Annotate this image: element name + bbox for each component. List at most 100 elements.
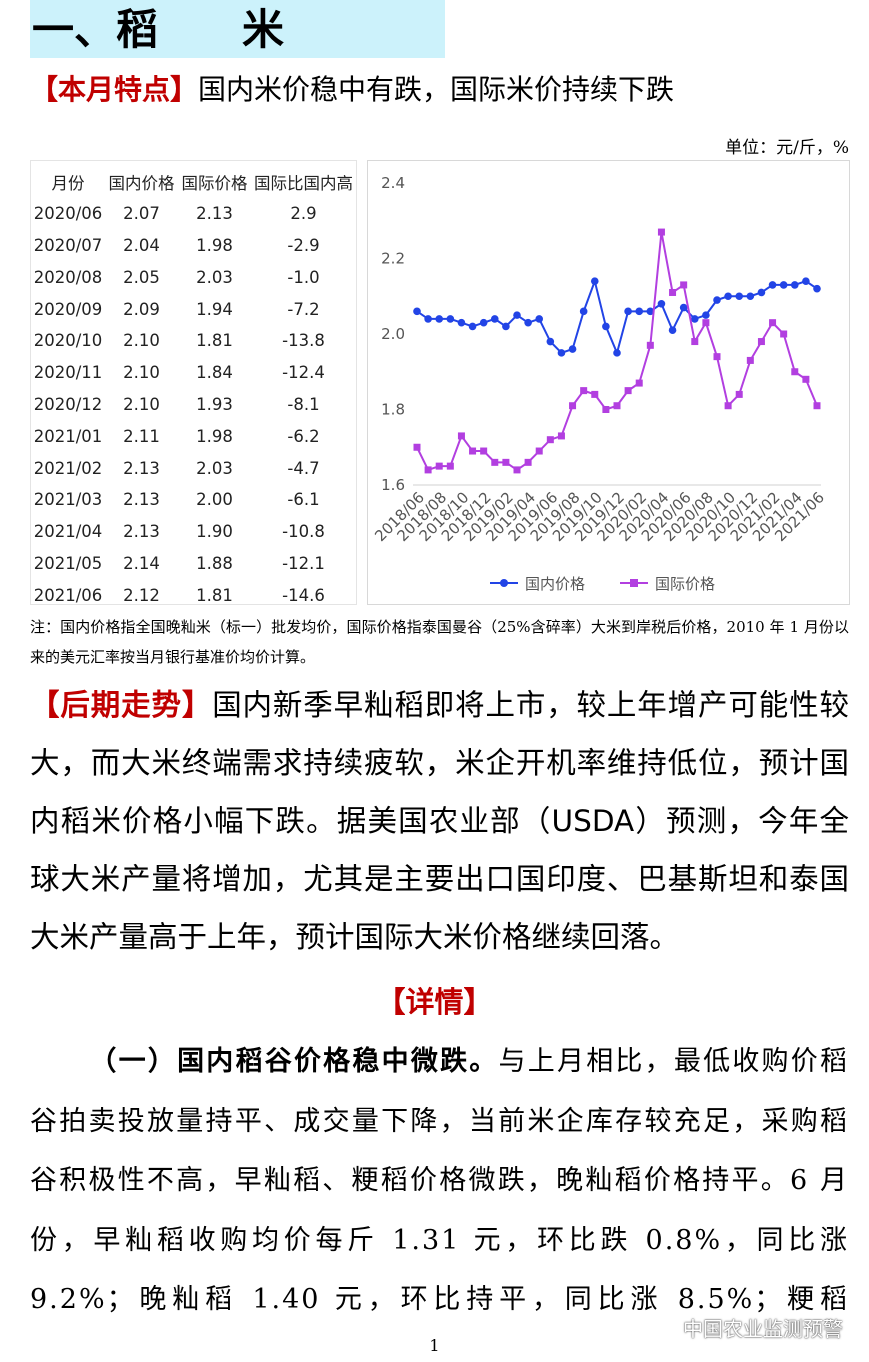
table-row: 2021/05 2.14 1.88 -12.1 <box>31 548 356 580</box>
table-cell: 2.10 <box>123 363 160 383</box>
table-row: 2021/02 2.13 2.03 -4.7 <box>31 452 356 484</box>
table-row: 2020/12 2.10 1.93 -8.1 <box>31 389 356 421</box>
data-point <box>590 277 599 285</box>
data-point <box>724 292 732 301</box>
data-point <box>791 368 799 376</box>
table-cell: 2.14 <box>123 553 160 573</box>
column-header: 月份 <box>51 173 85 193</box>
table-row: 2020/10 2.10 1.81 -13.8 <box>31 325 356 357</box>
data-point <box>779 281 788 289</box>
table-row: 2021/03 2.13 2.00 -6.1 <box>31 484 356 516</box>
series-line <box>416 277 818 356</box>
legend-label: 国内价格 <box>525 575 585 593</box>
data-point <box>457 318 466 327</box>
data-point <box>557 349 566 357</box>
chart-box: 1.6 1.8 2.0 2.2 2.4 2018/06 2018/08 2018/10 2018… <box>367 160 850 605</box>
table-cell: 1.94 <box>196 299 233 319</box>
table-cell: -7.2 <box>287 299 320 319</box>
column-header: 国际价格 <box>181 173 248 193</box>
paragraph-text: 与上月相比，最低收购价稻谷拍卖投放量持平、成交量下降，当前米企库存较充足，采购稻… <box>30 1046 849 1315</box>
data-point <box>435 315 444 323</box>
table-cell: 1.98 <box>196 235 233 255</box>
data-point <box>502 458 510 466</box>
table-row: 2020/09 2.09 1.94 -7.2 <box>31 293 356 325</box>
table-cell: 2020/07 <box>33 235 103 255</box>
table-cell: 2020/11 <box>33 363 103 383</box>
data-point <box>591 390 599 398</box>
data-point <box>535 447 543 455</box>
data-point <box>491 458 499 466</box>
data-point <box>413 443 421 451</box>
data-point <box>513 466 521 474</box>
data-point <box>802 375 810 383</box>
outlook: 【后期走势】国内新季早籼稻即将上市，较上年增产可能性较大，而大米终端需求持续疲软… <box>30 676 849 966</box>
table-cell: 2021/02 <box>33 458 103 478</box>
paragraph-lead: （一）国内稻谷价格稳中微跌。 <box>89 1046 499 1077</box>
data-point <box>646 307 655 316</box>
data-point <box>568 345 577 353</box>
data-point <box>457 432 465 440</box>
data-point <box>480 447 488 455</box>
data-point <box>479 318 488 327</box>
data-point <box>668 326 677 335</box>
data-point <box>446 462 454 470</box>
note: 注：国内价格指全国晚籼米（标一）批发均价，国际价格指泰国曼谷（25%含碎率）大米… <box>30 618 849 666</box>
data-point <box>602 406 610 413</box>
data-point <box>535 315 544 323</box>
table-cell: 2020/06 <box>33 204 103 224</box>
column-header: 国内价格 <box>108 173 175 193</box>
data-point <box>802 277 810 285</box>
data-point <box>724 402 732 410</box>
data-point <box>502 322 510 331</box>
data-point <box>579 307 588 316</box>
data-point <box>735 292 744 301</box>
table-cell: 2.03 <box>196 458 233 478</box>
data-point <box>769 319 777 327</box>
details-paragraph: （一）国内稻谷价格稳中微跌。与上月相比，最低收购价稻谷拍卖投放量持平、成交量下降… <box>30 1032 849 1337</box>
data-point <box>757 338 765 346</box>
data-point <box>446 315 455 323</box>
y-tick-label: 1.8 <box>381 401 405 419</box>
table-cell: 2.03 <box>196 267 233 287</box>
data-point <box>546 436 554 444</box>
column-header: 国际比国内高 <box>254 173 353 193</box>
table-cell: 2.00 <box>196 490 233 510</box>
table-cell: 2.07 <box>123 204 160 224</box>
table-row: 2021/04 2.13 1.90 -10.8 <box>31 516 356 548</box>
section-title: 一、稻 米 <box>30 0 445 58</box>
details-heading: 【详情】 <box>376 985 493 1019</box>
watermark: 中国农业监测预警 <box>683 1317 843 1341</box>
data-point <box>635 307 644 316</box>
data-point <box>680 281 688 289</box>
price-table: 月份 国内价格 国际价格 国际比国内高 2020/06 2.07 2.13 2.9 2020/0… <box>30 160 357 605</box>
table-cell: 1.93 <box>196 394 233 414</box>
table-cell: 2021/06 <box>33 585 103 605</box>
highlight-label: 【本月特点】 <box>30 73 199 106</box>
data-point <box>469 447 477 455</box>
table-cell: 1.84 <box>196 363 233 383</box>
table-row: 2020/08 2.05 2.03 -1.0 <box>31 261 356 293</box>
y-tick-label: 2.4 <box>381 174 405 192</box>
table-cell: 2.10 <box>123 394 160 414</box>
data-point <box>557 432 565 440</box>
table-cell: -4.7 <box>287 458 320 478</box>
table-cell: 2.13 <box>123 458 160 478</box>
data-point <box>613 349 621 357</box>
data-point <box>669 288 677 296</box>
table-cell: -14.6 <box>282 585 325 605</box>
highlight: 【本月特点】国内米价稳中有跌，国际米价持续下跌 <box>30 70 674 110</box>
table-cell: 2020/12 <box>33 394 103 414</box>
page-number: 1 <box>429 1336 440 1355</box>
data-point <box>746 356 754 364</box>
table-cell: 2.13 <box>196 204 233 224</box>
data-point <box>691 338 699 346</box>
data-point <box>624 307 632 316</box>
table-cell: 1.88 <box>196 553 233 573</box>
table-cell: -2.9 <box>287 235 320 255</box>
data-point <box>602 322 610 331</box>
highlight-text: 国内米价稳中有跌，国际米价持续下跌 <box>198 73 675 106</box>
data-point <box>424 466 432 474</box>
data-point <box>813 402 821 410</box>
table-cell: -8.1 <box>287 394 320 414</box>
